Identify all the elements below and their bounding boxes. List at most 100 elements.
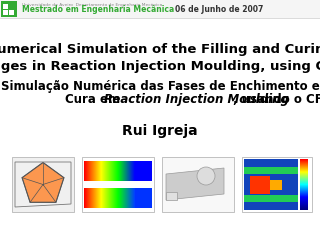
- Bar: [300, 175, 308, 176]
- Bar: [146, 188, 147, 208]
- Bar: [138, 161, 139, 181]
- Bar: [300, 190, 308, 191]
- Bar: [91, 161, 92, 181]
- Bar: [300, 179, 308, 180]
- Bar: [300, 198, 308, 199]
- Bar: [114, 161, 115, 181]
- Bar: [88, 161, 89, 181]
- Bar: [127, 188, 128, 208]
- Bar: [300, 177, 308, 178]
- Bar: [131, 188, 132, 208]
- Bar: [85, 161, 86, 181]
- Bar: [108, 161, 109, 181]
- Bar: [102, 188, 103, 208]
- Bar: [300, 178, 308, 179]
- Bar: [116, 161, 117, 181]
- Bar: [99, 161, 100, 181]
- Bar: [300, 202, 308, 203]
- Bar: [94, 161, 95, 181]
- Bar: [141, 161, 142, 181]
- Bar: [103, 161, 104, 181]
- Bar: [119, 161, 120, 181]
- Bar: [132, 188, 133, 208]
- Bar: [119, 188, 120, 208]
- Bar: [121, 161, 122, 181]
- Bar: [95, 188, 96, 208]
- Text: 06 de Junho de 2007: 06 de Junho de 2007: [175, 5, 263, 13]
- Bar: [124, 161, 125, 181]
- Bar: [250, 176, 270, 194]
- Bar: [300, 174, 308, 175]
- Bar: [122, 161, 123, 181]
- Bar: [300, 185, 308, 186]
- Bar: [300, 195, 308, 196]
- Bar: [111, 188, 112, 208]
- Bar: [300, 196, 308, 197]
- Bar: [270, 180, 282, 190]
- Text: Mestrado em Engenharia Mecânica: Mestrado em Engenharia Mecânica: [22, 5, 174, 13]
- Bar: [300, 173, 308, 174]
- Bar: [162, 157, 234, 212]
- Bar: [116, 188, 117, 208]
- Bar: [143, 161, 144, 181]
- Bar: [115, 161, 116, 181]
- Bar: [300, 192, 308, 193]
- Bar: [144, 188, 145, 208]
- Bar: [97, 161, 98, 181]
- Bar: [300, 171, 308, 172]
- Bar: [147, 188, 148, 208]
- Bar: [134, 161, 135, 181]
- Bar: [96, 188, 97, 208]
- Bar: [94, 188, 95, 208]
- Bar: [300, 182, 308, 183]
- Polygon shape: [166, 192, 177, 200]
- Bar: [95, 161, 96, 181]
- Bar: [135, 188, 136, 208]
- Bar: [300, 168, 308, 169]
- Bar: [131, 161, 132, 181]
- Bar: [87, 161, 88, 181]
- Bar: [300, 201, 308, 202]
- Bar: [300, 205, 308, 206]
- Bar: [129, 161, 130, 181]
- Bar: [110, 188, 111, 208]
- Bar: [118, 161, 119, 181]
- Bar: [147, 161, 148, 181]
- Bar: [242, 157, 312, 212]
- Bar: [300, 200, 308, 201]
- Bar: [87, 188, 88, 208]
- Bar: [300, 199, 308, 200]
- Bar: [84, 161, 85, 181]
- Bar: [151, 161, 152, 181]
- Bar: [300, 164, 308, 165]
- Bar: [148, 161, 149, 181]
- Bar: [89, 161, 90, 181]
- Bar: [130, 161, 131, 181]
- Bar: [3, 4, 8, 9]
- Bar: [109, 188, 110, 208]
- Bar: [137, 188, 138, 208]
- Bar: [300, 169, 308, 170]
- Bar: [300, 180, 308, 181]
- Bar: [89, 188, 90, 208]
- Bar: [300, 194, 308, 195]
- Bar: [150, 161, 151, 181]
- Bar: [117, 161, 118, 181]
- Bar: [300, 160, 308, 161]
- Bar: [300, 170, 308, 171]
- Bar: [91, 188, 92, 208]
- Bar: [113, 188, 114, 208]
- Bar: [123, 161, 124, 181]
- Bar: [145, 161, 146, 181]
- Bar: [115, 188, 116, 208]
- Bar: [1, 1, 17, 17]
- Bar: [120, 161, 121, 181]
- Bar: [300, 197, 308, 198]
- Bar: [107, 161, 108, 181]
- Bar: [110, 161, 111, 181]
- Bar: [300, 162, 308, 163]
- Bar: [300, 167, 308, 168]
- Bar: [105, 188, 106, 208]
- Bar: [300, 193, 308, 194]
- Text: Numerical Simulation of the Filling and Curing
Stages in Reaction Injection Moul: Numerical Simulation of the Filling and …: [0, 43, 320, 73]
